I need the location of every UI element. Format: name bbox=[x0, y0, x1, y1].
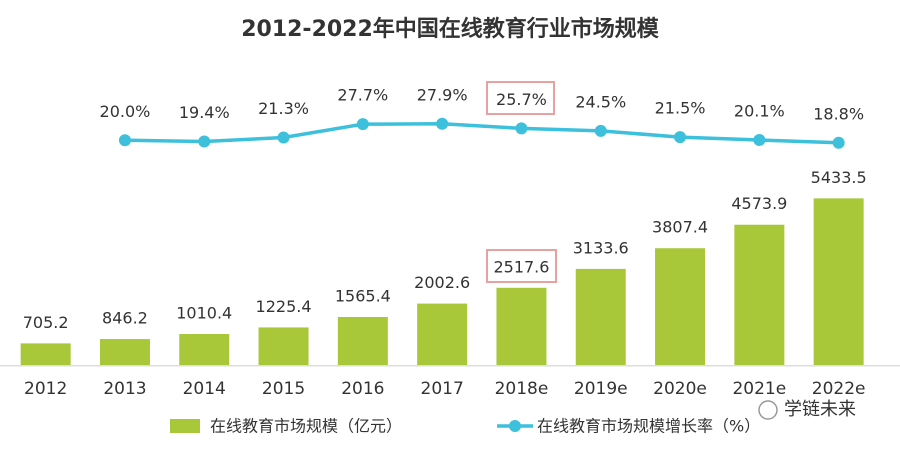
highlight-box bbox=[486, 249, 557, 283]
line-point bbox=[356, 118, 369, 131]
x-tick-label: 2013 bbox=[103, 379, 146, 399]
bar bbox=[813, 198, 864, 365]
watermark-icon bbox=[758, 400, 778, 420]
bar-value-label: 1565.4 bbox=[335, 286, 391, 305]
line-point bbox=[515, 122, 528, 135]
bar bbox=[417, 303, 468, 365]
line-value-label: 21.3% bbox=[258, 99, 309, 118]
chart-title: 2012-2022年中国在线教育行业市场规模 bbox=[241, 16, 660, 42]
bar bbox=[20, 343, 71, 365]
bar bbox=[99, 339, 150, 365]
bar bbox=[655, 248, 706, 365]
bar bbox=[337, 316, 388, 365]
x-tick-label: 2018e bbox=[495, 379, 549, 399]
line-point bbox=[753, 134, 766, 147]
bar-value-label: 2517.6 bbox=[493, 257, 549, 276]
line-value-label: 27.7% bbox=[337, 86, 388, 105]
bar-value-label: 705.2 bbox=[23, 313, 69, 332]
line-value-label: 19.4% bbox=[179, 103, 230, 122]
x-tick-label: 2014 bbox=[183, 379, 226, 399]
line-value-label: 24.5% bbox=[575, 92, 626, 111]
x-tick-label: 2019e bbox=[574, 379, 628, 399]
line-point bbox=[594, 124, 607, 137]
x-tick-label: 2016 bbox=[341, 379, 384, 399]
line bbox=[124, 122, 839, 145]
line-point bbox=[436, 117, 449, 130]
bar bbox=[575, 268, 626, 365]
highlight-box bbox=[486, 81, 555, 115]
line-point bbox=[118, 134, 131, 147]
bar bbox=[496, 287, 547, 365]
x-tick-label: 2021e bbox=[732, 379, 786, 399]
x-tick-label: 2020e bbox=[653, 379, 707, 399]
legend-swatch bbox=[170, 419, 200, 433]
line-point bbox=[674, 131, 687, 144]
bar-value-label: 5433.5 bbox=[811, 168, 867, 187]
watermark-text: 学链未来 bbox=[784, 399, 856, 420]
x-tick-label: 2015 bbox=[262, 379, 305, 399]
x-tick-label: 2012 bbox=[24, 379, 67, 399]
bar-value-label: 4573.9 bbox=[731, 194, 787, 213]
line-value-label: 21.5% bbox=[655, 99, 706, 118]
x-tick-label: 2022e bbox=[812, 379, 866, 399]
bar bbox=[258, 327, 309, 365]
bar-value-label: 3133.6 bbox=[573, 238, 629, 257]
baseline bbox=[0, 365, 900, 367]
bar-value-label: 1225.4 bbox=[256, 297, 312, 316]
legend-swatch bbox=[509, 420, 521, 432]
line-point bbox=[277, 131, 290, 144]
line-point bbox=[198, 135, 211, 148]
x-tick-label: 2017 bbox=[421, 379, 464, 399]
bar-value-label: 2002.6 bbox=[414, 273, 470, 292]
bar bbox=[179, 334, 230, 365]
bar-value-label: 3807.4 bbox=[652, 218, 708, 237]
bar-value-label: 846.2 bbox=[102, 309, 148, 328]
legend-label: 在线教育市场规模增长率（%） bbox=[537, 417, 760, 436]
line-value-label: 25.7% bbox=[496, 90, 547, 109]
line-point bbox=[832, 136, 845, 149]
line-value-label: 20.1% bbox=[734, 102, 785, 121]
watermark: 学链未来 bbox=[758, 399, 856, 420]
line-value-label: 27.9% bbox=[417, 85, 468, 104]
bar-value-label: 1010.4 bbox=[176, 304, 232, 323]
line-value-label: 20.0% bbox=[100, 102, 151, 121]
legend-label: 在线教育市场规模（亿元） bbox=[210, 417, 402, 436]
line-value-label: 18.8% bbox=[813, 104, 864, 123]
bar bbox=[734, 224, 785, 365]
